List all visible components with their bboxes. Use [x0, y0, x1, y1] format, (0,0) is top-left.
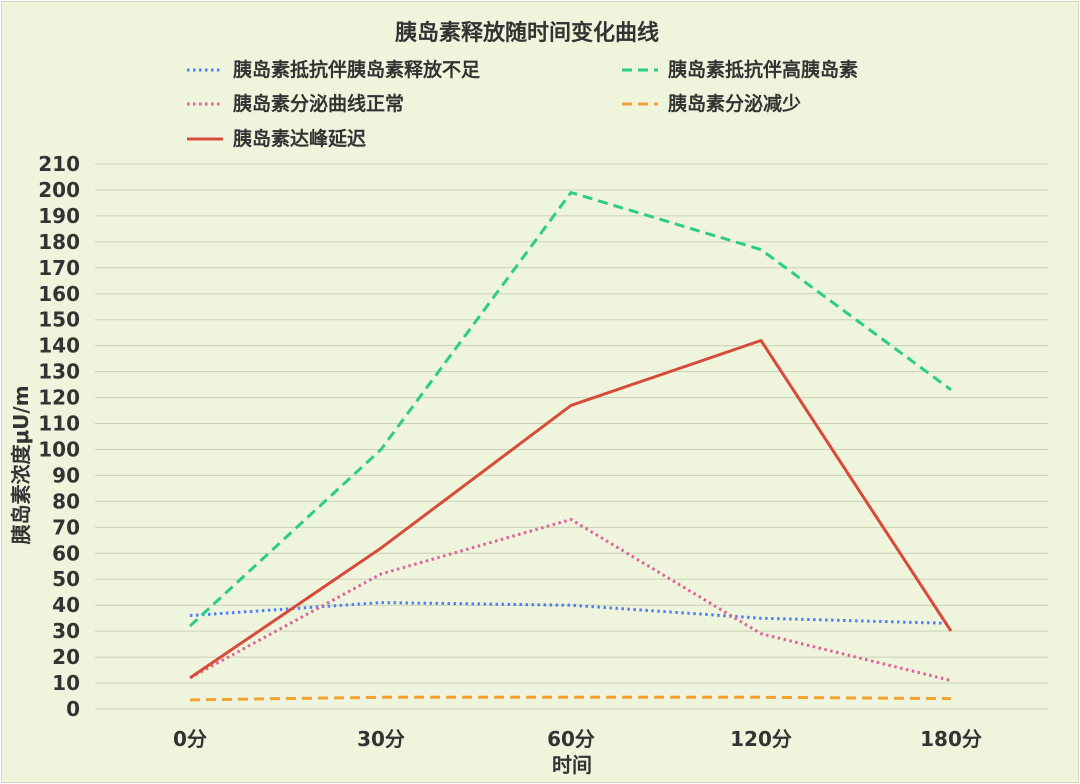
- y-tick-label: 10: [52, 671, 80, 695]
- chart-title: 胰岛素释放随时间变化曲线: [395, 20, 659, 46]
- y-tick-label: 30: [52, 619, 80, 643]
- legend-label: 胰岛素抵抗伴高胰岛素: [667, 58, 858, 81]
- x-tick-label: 30分: [357, 727, 405, 751]
- y-tick-label: 170: [38, 256, 80, 280]
- y-tick-label: 190: [38, 204, 80, 228]
- y-tick-label: 80: [52, 489, 80, 513]
- y-tick-label: 180: [38, 230, 80, 254]
- y-tick-label: 130: [38, 360, 80, 384]
- y-tick-label: 50: [52, 567, 80, 591]
- y-tick-label: 20: [52, 645, 80, 669]
- x-axis-title: 时间: [552, 753, 592, 777]
- y-tick-label: 60: [52, 541, 80, 565]
- y-tick-label: 110: [38, 412, 80, 436]
- y-tick-label: 120: [38, 386, 80, 410]
- legend-label: 胰岛素分泌曲线正常: [232, 92, 404, 115]
- x-tick-label: 120分: [730, 727, 792, 751]
- y-tick-label: 70: [52, 515, 80, 539]
- series-line-5: [189, 339, 953, 680]
- legend-label: 胰岛素分泌减少: [667, 92, 801, 115]
- y-tick-label: 150: [38, 308, 80, 332]
- legend-label: 胰岛素达峰延迟: [232, 127, 366, 150]
- x-tick-label: 180分: [920, 727, 982, 751]
- x-tick-label: 0分: [173, 727, 207, 751]
- y-axis-ticks: 0102030405060708090100110120130140150160…: [38, 152, 80, 721]
- x-tick-label: 60分: [547, 727, 595, 751]
- series-line-3: [189, 518, 952, 682]
- y-tick-label: 200: [38, 178, 80, 202]
- grid-lines: [95, 163, 1048, 710]
- series-lines: [188, 191, 953, 702]
- y-tick-label: 0: [66, 697, 80, 721]
- y-tick-label: 160: [38, 282, 80, 306]
- series-line-1: [189, 601, 952, 625]
- y-tick-label: 90: [52, 463, 80, 487]
- y-tick-label: 140: [38, 334, 80, 358]
- x-axis-ticks: 0分 30分 60分 120分 180分: [173, 727, 982, 751]
- series-line-2: [188, 191, 952, 628]
- legend-label: 胰岛素抵抗伴胰岛素释放不足: [232, 58, 481, 81]
- y-axis-title: 胰岛素浓度μU/m: [9, 385, 33, 544]
- y-tick-label: 40: [52, 593, 80, 617]
- y-tick-label: 210: [38, 152, 80, 176]
- series-line-4: [189, 695, 952, 702]
- y-tick-label: 100: [38, 437, 80, 461]
